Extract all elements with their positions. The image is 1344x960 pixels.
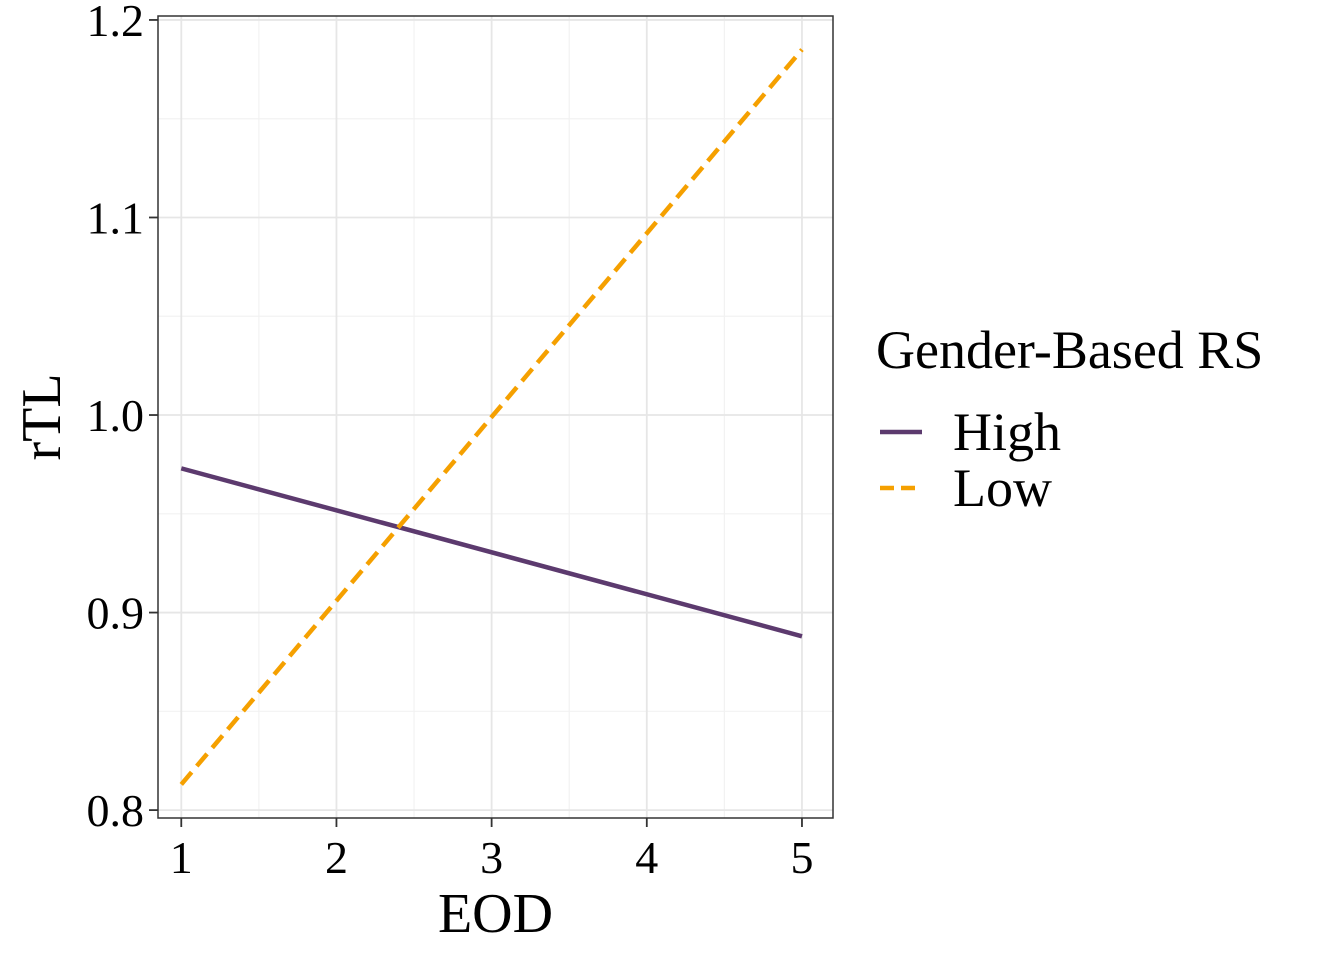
x-tick-label: 4 — [635, 832, 658, 883]
y-tick-label: 1.1 — [87, 192, 145, 243]
plot-panel-border — [157, 15, 834, 819]
x-tick-label: 3 — [480, 832, 503, 883]
y-tick-label: 0.8 — [87, 785, 145, 836]
x-tick-label: 1 — [170, 832, 193, 883]
legend-label-low: Low — [953, 458, 1052, 518]
series-line-high — [180, 466, 803, 639]
x-axis-title: EOD — [438, 883, 553, 945]
series-line-low — [179, 48, 804, 786]
series-lines — [179, 48, 804, 786]
y-axis-title: rTL — [11, 373, 73, 460]
legend-label-high: High — [953, 402, 1061, 462]
x-tick-label: 2 — [325, 832, 348, 883]
grid — [158, 16, 833, 818]
y-tick-label: 0.9 — [87, 588, 145, 639]
legend-title: Gender-Based RS — [876, 320, 1263, 380]
axis-ticks: 1 2 3 4 5 0.8 0.9 1.0 1.1 1.2 — [87, 0, 814, 883]
y-tick-label: 1.0 — [87, 390, 145, 441]
x-tick-label: 5 — [790, 832, 813, 883]
y-tick-label: 1.2 — [87, 0, 145, 46]
